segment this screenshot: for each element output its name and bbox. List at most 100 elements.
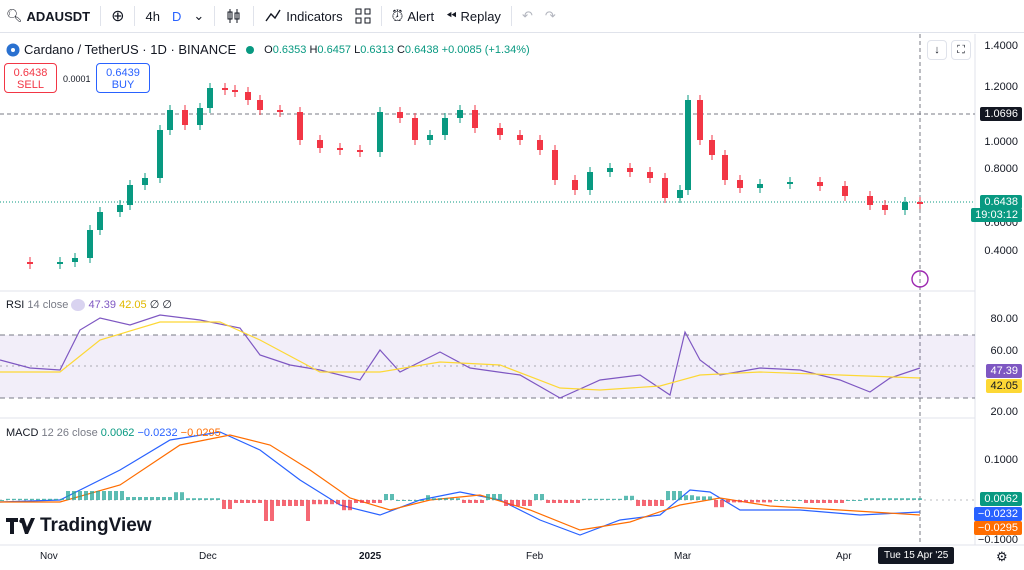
macd-histogram-bar [774, 500, 778, 501]
rsi-line [0, 314, 921, 399]
macd-histogram-bar [288, 500, 292, 506]
macd-histogram-bar [660, 500, 664, 506]
time-tick: Feb [526, 551, 544, 562]
spread-value: 0.0001 [63, 74, 91, 84]
macd-histogram-bar [102, 491, 106, 500]
buy-button[interactable]: 0.6439 BUY [96, 63, 150, 93]
fullscreen-button[interactable]: ⛶ [951, 40, 971, 60]
eye-icon [71, 299, 86, 312]
divider [510, 6, 512, 26]
compare-symbol-button[interactable]: ⊕ [105, 0, 130, 33]
macd-histogram-bar [108, 491, 112, 500]
macd-histogram-bar [696, 496, 700, 500]
macd-histogram-bar [720, 500, 724, 508]
macd-params: 12 26 close [41, 427, 98, 439]
macd-line [0, 431, 921, 536]
interval-4h-button[interactable]: 4h [139, 0, 165, 33]
symbol-search[interactable]: 🔍︎ ADAUSDT [0, 0, 96, 33]
macd-histogram-bar [510, 500, 514, 506]
macd-histogram-bar [150, 497, 154, 500]
candle-body [552, 150, 558, 180]
candle-body [397, 112, 403, 118]
time-tick: Mar [674, 551, 692, 562]
macd-histogram-bar [786, 500, 790, 501]
indicators-button[interactable]: Indicators [258, 0, 348, 33]
alert-label: Alert [407, 8, 435, 24]
macd-histogram-bar [816, 500, 820, 503]
macd-histogram-bar [312, 500, 316, 505]
macd-histogram-bar [570, 500, 574, 503]
macd-histogram-bar [576, 500, 580, 503]
macd-histogram-bar [408, 500, 412, 501]
candle-body [902, 202, 908, 210]
replay-label: Replay [460, 8, 501, 24]
candle-body [497, 128, 503, 135]
candle-body [257, 100, 263, 110]
candle-body [817, 182, 823, 186]
scroll-down-button[interactable]: ↓ [927, 40, 947, 60]
rsi-empty-value: ∅ [162, 299, 172, 311]
candle-body [697, 100, 703, 140]
macd-histogram-bar [798, 500, 802, 501]
macd-histogram-bar [840, 500, 844, 503]
rsi-legend: RSI 14 close 47.39 42.05 ∅ ∅ [6, 298, 172, 312]
macd-signal-value: −0.0295 [180, 427, 221, 439]
macd-histogram-bar [90, 491, 94, 500]
alert-button[interactable]: ⏰︎ Alert [386, 0, 440, 33]
rsi-tick: 20.00 [990, 406, 1018, 418]
candle-body [787, 182, 793, 184]
divider [214, 6, 216, 26]
macd-histogram-bar [546, 500, 550, 503]
macd-histogram-bar [54, 498, 58, 500]
macd-histogram-bar [198, 498, 202, 500]
macd-histogram-bar [582, 498, 586, 500]
price-tick: 1.0000 [984, 136, 1018, 148]
macd-histogram-bar [78, 491, 82, 500]
sell-button[interactable]: 0.6438 SELL [4, 63, 57, 93]
macd-hist-value: 0.0062 [100, 427, 135, 439]
macd-histogram-bar [672, 491, 676, 500]
last-price-tag: 0.6438 [980, 195, 1022, 209]
macd-histogram-bar [210, 498, 214, 500]
macd-histogram-bar [564, 500, 568, 503]
macd-histogram-bar [648, 500, 652, 506]
macd-histogram-bar [60, 498, 64, 500]
candle-body [277, 110, 283, 112]
interval-dropdown-button[interactable]: ⌄ [187, 0, 210, 33]
macd-histogram-bar [354, 500, 358, 503]
macd-histogram-bar [870, 498, 874, 500]
candles-icon [227, 9, 240, 23]
macd-histogram-bar [138, 497, 142, 500]
macd-histogram-bar [606, 498, 610, 500]
macd-hist-tag: 0.0062 [980, 492, 1022, 506]
undo-button[interactable]: ↶ [516, 0, 539, 33]
candle-body [317, 140, 323, 148]
rsi-tick: 80.00 [990, 313, 1018, 325]
interval-d-button[interactable]: D [166, 0, 187, 33]
interval-d-label: D [171, 8, 182, 24]
macd-histogram-bar [132, 497, 136, 500]
close-key: C [396, 43, 405, 56]
replay-button[interactable]: ⏪︎ Replay [440, 0, 507, 33]
candle-body [222, 88, 228, 90]
macd-tick: 0.1000 [984, 454, 1018, 466]
time-tick: Apr [836, 551, 852, 562]
chart-canvas[interactable] [0, 34, 1024, 570]
macd-histogram-bar [852, 500, 856, 501]
candle-body [737, 180, 743, 188]
redo-button[interactable]: ↷ [539, 0, 562, 33]
settings-gear-icon[interactable]: ⚙︎ [996, 549, 1008, 564]
divider [380, 6, 382, 26]
rsi-params: 14 close [27, 299, 69, 311]
macd-histogram-bar [414, 500, 418, 501]
layouts-button[interactable] [349, 0, 377, 33]
macd-histogram-bar [438, 498, 442, 500]
macd-histogram-bar [42, 498, 46, 500]
candle-body [722, 155, 728, 180]
macd-histogram-bar [6, 498, 10, 500]
macd-histogram-bar [96, 491, 100, 500]
macd-histogram-bar [324, 500, 328, 505]
chart-type-button[interactable] [219, 0, 249, 33]
macd-histogram-bar [858, 500, 862, 501]
macd-histogram-bar [162, 497, 166, 500]
